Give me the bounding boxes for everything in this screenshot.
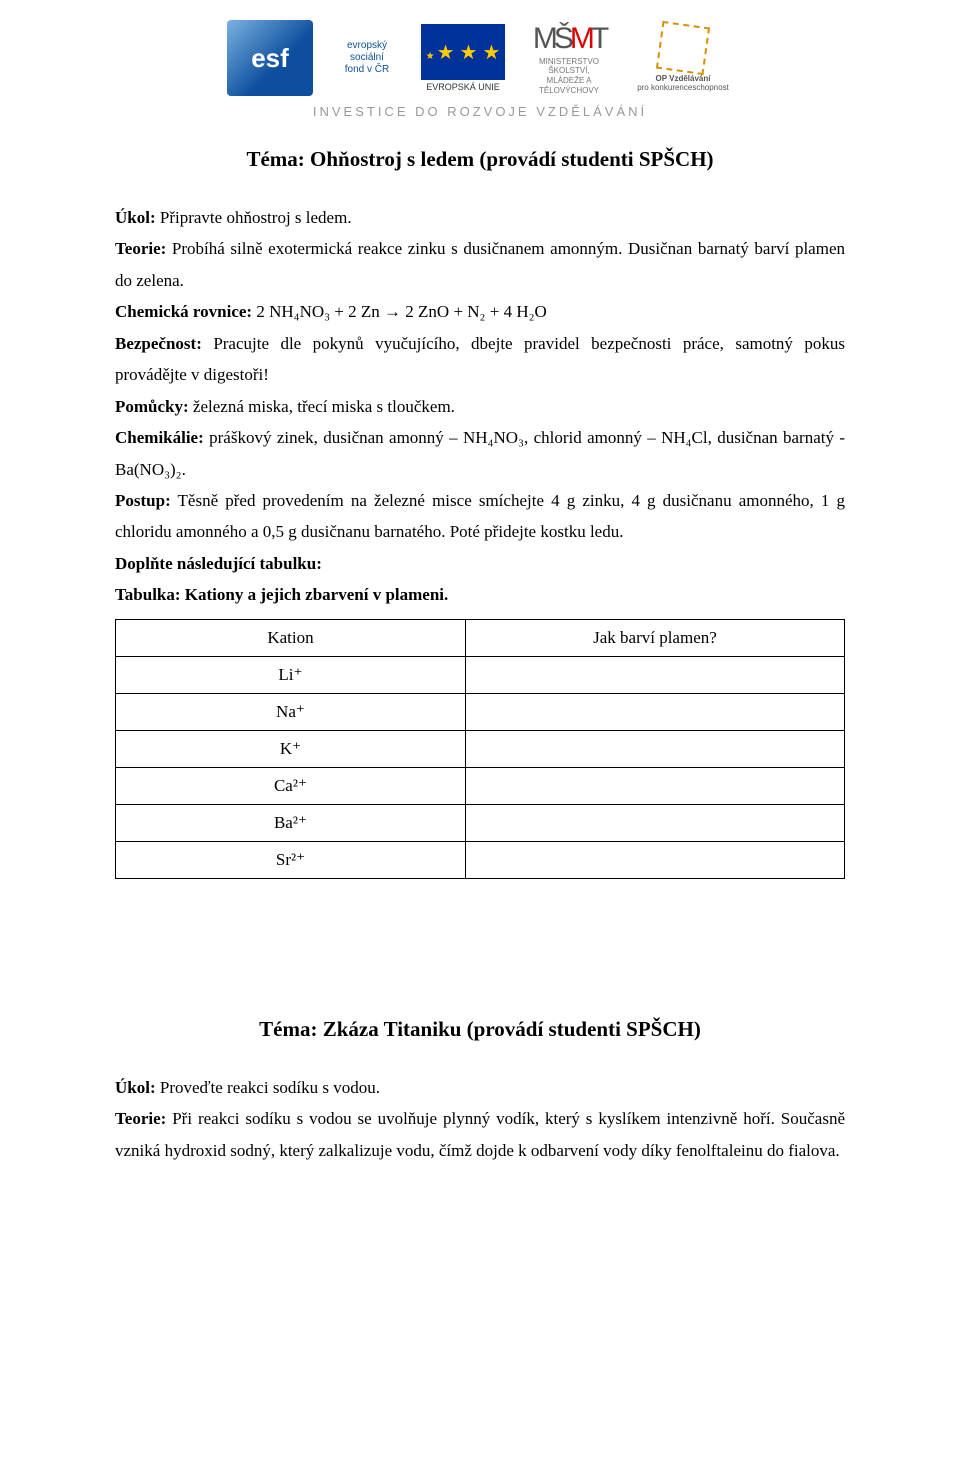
logo-row: esf evropský sociální fond v ČR ★ ★ ★ EV… — [115, 20, 845, 96]
op-logo: OP Vzdělávání pro konkurenceschopnost — [633, 24, 733, 92]
chemikalie-text: práškový zinek, dusičnan amonný – NH₄NO₃… — [115, 428, 845, 478]
table-header-row: Kation Jak barví plamen? — [116, 619, 845, 656]
header-logo-bar: esf evropský sociální fond v ČR ★ ★ ★ EV… — [115, 20, 845, 119]
color-cell — [465, 767, 844, 804]
msmt-line1: MINISTERSTVO ŠKOLSTVÍ, — [539, 57, 599, 76]
msmt-icon: MŠMT — [519, 21, 619, 57]
postup-label: Postup: — [115, 491, 171, 510]
kation-table: Kation Jak barví plamen? Li⁺ Na⁺ K⁺ Ca²⁺… — [115, 619, 845, 879]
op-icon — [656, 21, 710, 75]
kation-cell: Sr²⁺ — [116, 841, 466, 878]
esf-line2: sociální — [350, 52, 384, 63]
kation-cell: Ca²⁺ — [116, 767, 466, 804]
ukol-label: Úkol: — [115, 208, 156, 227]
table-row: Ca²⁺ — [116, 767, 845, 804]
kation-cell: Ba²⁺ — [116, 804, 466, 841]
pomucky-text: železná miska, třecí miska s tloučkem. — [189, 397, 455, 416]
topic2-teorie: Teorie: Při reakci sodíku s vodou se uvo… — [115, 1103, 845, 1166]
document-page: esf evropský sociální fond v ČR ★ ★ ★ EV… — [0, 0, 960, 1206]
esf-line1: evropský — [347, 40, 387, 51]
msmt-line2: MLÁDEŽE A TĚLOVÝCHOVY — [539, 76, 599, 95]
topic1-title: Téma: Ohňostroj s ledem (provádí student… — [115, 147, 845, 172]
invest-tagline: INVESTICE DO ROZVOJE VZDĚLÁVÁNÍ — [115, 104, 845, 119]
topic1-ukol: Úkol: Připravte ohňostroj s ledem. — [115, 202, 845, 233]
ukol-text: Připravte ohňostroj s ledem. — [156, 208, 352, 227]
kation-cell: Li⁺ — [116, 656, 466, 693]
color-cell — [465, 841, 844, 878]
table-row: K⁺ — [116, 730, 845, 767]
esf-text: evropský sociální fond v ČR — [327, 40, 407, 76]
kation-cell: K⁺ — [116, 730, 466, 767]
postup-text: Těsně před provedením na železné misce s… — [115, 491, 845, 541]
col-kation: Kation — [116, 619, 466, 656]
table-row: Na⁺ — [116, 693, 845, 730]
topic1-teorie: Teorie: Probíhá silně exotermická reakce… — [115, 233, 845, 296]
topic1-tabulka-title: Tabulka: Kationy a jejich zbarvení v pla… — [115, 579, 845, 610]
ukol2-label: Úkol: — [115, 1078, 156, 1097]
eu-stars-icon: ★ ★ ★ — [426, 40, 501, 65]
op-line2: pro konkurenceschopnost — [637, 83, 729, 92]
teorie-text: Probíhá silně exotermická reakce zinku s… — [115, 239, 845, 289]
table-row: Ba²⁺ — [116, 804, 845, 841]
teorie2-label: Teorie: — [115, 1109, 166, 1128]
eu-logo: ★ ★ ★ EVROPSKÁ UNIE — [421, 24, 505, 92]
color-cell — [465, 730, 844, 767]
col-barvi: Jak barví plamen? — [465, 619, 844, 656]
color-cell — [465, 693, 844, 730]
teorie-label: Teorie: — [115, 239, 166, 258]
topic1-chemikalie: Chemikálie: práškový zinek, dusičnan amo… — [115, 422, 845, 485]
color-cell — [465, 656, 844, 693]
table-row: Li⁺ — [116, 656, 845, 693]
esf-logo-icon: esf — [227, 20, 313, 96]
eu-flag-icon: ★ ★ ★ — [421, 24, 505, 80]
teorie2-text: Při reakci sodíku s vodou se uvolňuje pl… — [115, 1109, 845, 1159]
topic1-bezpecnost: Bezpečnost: Pracujte dle pokynů vyučujíc… — [115, 328, 845, 391]
esf-line3: fond v ČR — [345, 64, 389, 75]
bezpecnost-text: Pracujte dle pokynů vyučujícího, dbejte … — [115, 334, 845, 384]
ukol2-text: Proveďte reakci sodíku s vodou. — [156, 1078, 380, 1097]
topic1-doplnte: Doplňte následující tabulku: — [115, 548, 845, 579]
section-gap — [115, 879, 845, 989]
table-row: Sr²⁺ — [116, 841, 845, 878]
pomucky-label: Pomůcky: — [115, 397, 189, 416]
topic1-postup: Postup: Těsně před provedením na železné… — [115, 485, 845, 548]
esf-logo: esf — [227, 20, 313, 96]
color-cell — [465, 804, 844, 841]
topic2-title: Téma: Zkáza Titaniku (provádí studenti S… — [115, 1017, 845, 1042]
chemikalie-label: Chemikálie: — [115, 428, 204, 447]
kation-cell: Na⁺ — [116, 693, 466, 730]
rovnice-label: Chemická rovnice: — [115, 302, 252, 321]
topic2-ukol: Úkol: Proveďte reakci sodíku s vodou. — [115, 1072, 845, 1103]
msmt-logo: MŠMT MINISTERSTVO ŠKOLSTVÍ, MLÁDEŽE A TĚ… — [519, 21, 619, 95]
rovnice-text: 2 NH₄NO₃ + 2 Zn → 2 ZnO + N₂ + 4 H₂O — [252, 302, 547, 321]
bezpecnost-label: Bezpečnost: — [115, 334, 202, 353]
topic1-rovnice: Chemická rovnice: 2 NH₄NO₃ + 2 Zn → 2 Zn… — [115, 296, 845, 327]
topic1-pomucky: Pomůcky: železná miska, třecí miska s tl… — [115, 391, 845, 422]
op-line1: OP Vzdělávání — [656, 74, 711, 83]
eu-label: EVROPSKÁ UNIE — [421, 82, 505, 92]
